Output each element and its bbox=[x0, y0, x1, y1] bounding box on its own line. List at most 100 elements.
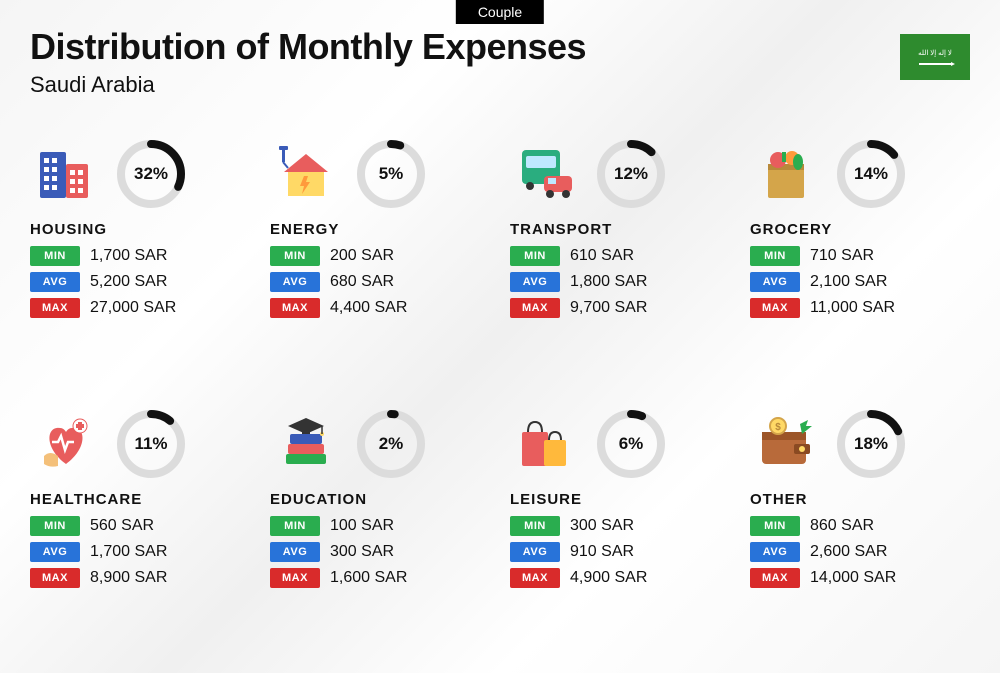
percent-donut: 18% bbox=[834, 407, 908, 481]
category-card-leisure: 6% LEISURE MIN 300 SAR AVG 910 SAR MAX 4… bbox=[510, 405, 730, 645]
stat-row-avg: AVG 680 SAR bbox=[270, 272, 490, 292]
svg-text:لا إله إلا الله: لا إله إلا الله bbox=[918, 49, 952, 57]
graduation-books-icon bbox=[270, 408, 342, 480]
category-card-energy: 5% ENERGY MIN 200 SAR AVG 680 SAR MAX 4,… bbox=[270, 135, 490, 375]
min-value: 100 SAR bbox=[330, 517, 394, 535]
bus-car-icon bbox=[510, 138, 582, 210]
category-card-housing: 32% HOUSING MIN 1,700 SAR AVG 5,200 SAR … bbox=[30, 135, 250, 375]
max-badge: MAX bbox=[270, 568, 320, 588]
avg-badge: AVG bbox=[30, 542, 80, 562]
percent-donut: 12% bbox=[594, 137, 668, 211]
min-badge: MIN bbox=[510, 246, 560, 266]
min-badge: MIN bbox=[270, 246, 320, 266]
avg-badge: AVG bbox=[750, 542, 800, 562]
stat-row-avg: AVG 5,200 SAR bbox=[30, 272, 250, 292]
stat-row-min: MIN 860 SAR bbox=[750, 516, 970, 536]
avg-badge: AVG bbox=[270, 272, 320, 292]
max-badge: MAX bbox=[750, 568, 800, 588]
grocery-bag-icon bbox=[750, 138, 822, 210]
min-value: 1,700 SAR bbox=[90, 247, 167, 265]
header: Distribution of Monthly Expenses Saudi A… bbox=[30, 26, 970, 98]
max-badge: MAX bbox=[30, 298, 80, 318]
min-badge: MIN bbox=[750, 516, 800, 536]
percent-donut: 11% bbox=[114, 407, 188, 481]
max-value: 1,600 SAR bbox=[330, 569, 407, 587]
percent-donut: 14% bbox=[834, 137, 908, 211]
percent-donut: 32% bbox=[114, 137, 188, 211]
max-value: 4,400 SAR bbox=[330, 299, 407, 317]
percent-donut: 2% bbox=[354, 407, 428, 481]
country-flag: لا إله إلا الله bbox=[900, 34, 970, 80]
percent-value: 2% bbox=[354, 407, 428, 481]
min-value: 610 SAR bbox=[570, 247, 634, 265]
wallet-icon: $ bbox=[750, 408, 822, 480]
category-label: ENERGY bbox=[270, 221, 490, 238]
percent-value: 14% bbox=[834, 137, 908, 211]
stat-row-min: MIN 610 SAR bbox=[510, 246, 730, 266]
saudi-flag-icon: لا إله إلا الله bbox=[905, 39, 965, 75]
page-subtitle: Saudi Arabia bbox=[30, 72, 970, 98]
percent-value: 12% bbox=[594, 137, 668, 211]
svg-text:$: $ bbox=[775, 422, 781, 433]
stat-row-avg: AVG 2,600 SAR bbox=[750, 542, 970, 562]
category-card-other: $ 18% OTHER MIN 860 SAR AVG 2,600 SAR MA… bbox=[750, 405, 970, 645]
stat-row-min: MIN 710 SAR bbox=[750, 246, 970, 266]
max-badge: MAX bbox=[270, 298, 320, 318]
avg-badge: AVG bbox=[270, 542, 320, 562]
avg-value: 5,200 SAR bbox=[90, 273, 167, 291]
max-badge: MAX bbox=[510, 298, 560, 318]
stat-row-max: MAX 9,700 SAR bbox=[510, 298, 730, 318]
stat-row-max: MAX 4,400 SAR bbox=[270, 298, 490, 318]
stat-row-avg: AVG 2,100 SAR bbox=[750, 272, 970, 292]
buildings-icon bbox=[30, 138, 102, 210]
energy-house-icon bbox=[270, 138, 342, 210]
category-card-grocery: 14% GROCERY MIN 710 SAR AVG 2,100 SAR MA… bbox=[750, 135, 970, 375]
category-label: EDUCATION bbox=[270, 491, 490, 508]
category-label: LEISURE bbox=[510, 491, 730, 508]
max-value: 14,000 SAR bbox=[810, 569, 896, 587]
avg-value: 2,100 SAR bbox=[810, 273, 887, 291]
avg-badge: AVG bbox=[750, 272, 800, 292]
audience-badge: Couple bbox=[456, 0, 544, 24]
min-badge: MIN bbox=[30, 516, 80, 536]
heart-care-icon bbox=[30, 408, 102, 480]
avg-value: 680 SAR bbox=[330, 273, 394, 291]
category-card-education: 2% EDUCATION MIN 100 SAR AVG 300 SAR MAX… bbox=[270, 405, 490, 645]
avg-value: 1,700 SAR bbox=[90, 543, 167, 561]
stat-row-max: MAX 1,600 SAR bbox=[270, 568, 490, 588]
stat-row-min: MIN 200 SAR bbox=[270, 246, 490, 266]
percent-donut: 6% bbox=[594, 407, 668, 481]
category-label: HEALTHCARE bbox=[30, 491, 250, 508]
stat-row-max: MAX 27,000 SAR bbox=[30, 298, 250, 318]
category-card-transport: 12% TRANSPORT MIN 610 SAR AVG 1,800 SAR … bbox=[510, 135, 730, 375]
percent-value: 18% bbox=[834, 407, 908, 481]
stat-row-max: MAX 8,900 SAR bbox=[30, 568, 250, 588]
min-badge: MIN bbox=[750, 246, 800, 266]
min-value: 300 SAR bbox=[570, 517, 634, 535]
stat-row-avg: AVG 1,700 SAR bbox=[30, 542, 250, 562]
avg-value: 1,800 SAR bbox=[570, 273, 647, 291]
avg-value: 300 SAR bbox=[330, 543, 394, 561]
category-label: TRANSPORT bbox=[510, 221, 730, 238]
categories-grid: 32% HOUSING MIN 1,700 SAR AVG 5,200 SAR … bbox=[30, 135, 970, 645]
max-value: 4,900 SAR bbox=[570, 569, 647, 587]
percent-value: 32% bbox=[114, 137, 188, 211]
category-label: GROCERY bbox=[750, 221, 970, 238]
min-value: 710 SAR bbox=[810, 247, 874, 265]
stat-row-min: MIN 100 SAR bbox=[270, 516, 490, 536]
stat-row-max: MAX 11,000 SAR bbox=[750, 298, 970, 318]
max-badge: MAX bbox=[750, 298, 800, 318]
stat-row-min: MIN 300 SAR bbox=[510, 516, 730, 536]
max-value: 8,900 SAR bbox=[90, 569, 167, 587]
stat-row-avg: AVG 1,800 SAR bbox=[510, 272, 730, 292]
percent-value: 11% bbox=[114, 407, 188, 481]
percent-donut: 5% bbox=[354, 137, 428, 211]
stat-row-avg: AVG 300 SAR bbox=[270, 542, 490, 562]
category-card-healthcare: 11% HEALTHCARE MIN 560 SAR AVG 1,700 SAR… bbox=[30, 405, 250, 645]
category-label: HOUSING bbox=[30, 221, 250, 238]
avg-value: 2,600 SAR bbox=[810, 543, 887, 561]
max-value: 9,700 SAR bbox=[570, 299, 647, 317]
percent-value: 5% bbox=[354, 137, 428, 211]
avg-value: 910 SAR bbox=[570, 543, 634, 561]
max-value: 11,000 SAR bbox=[810, 299, 895, 317]
